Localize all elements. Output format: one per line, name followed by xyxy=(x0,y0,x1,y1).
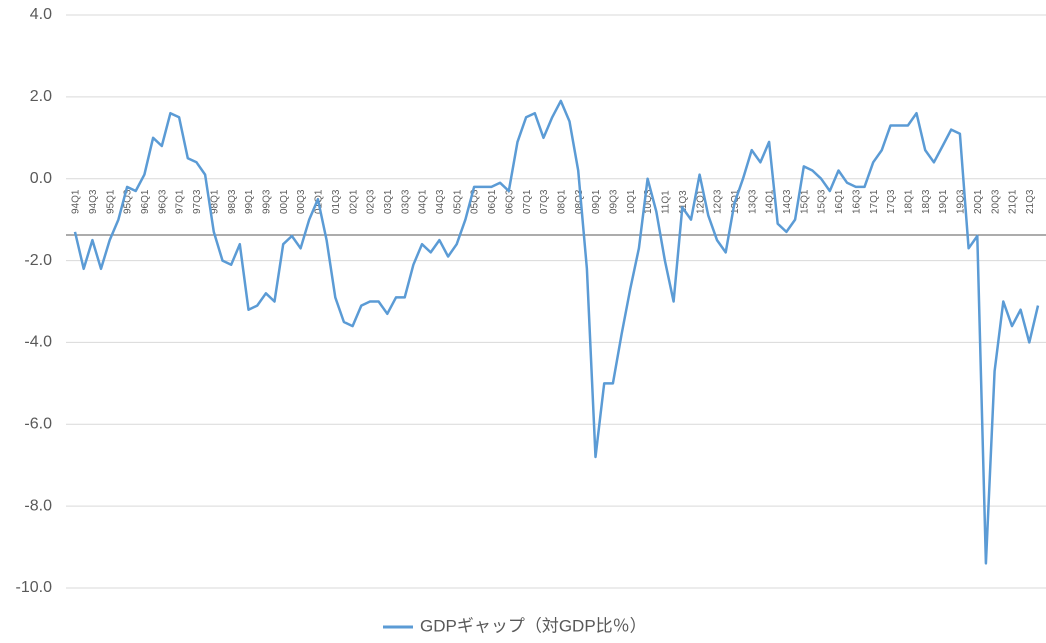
x-tick-label: 02Q3 xyxy=(366,189,377,214)
x-tick-label: 98Q1 xyxy=(209,189,220,214)
x-tick-label: 20Q3 xyxy=(990,189,1001,214)
x-tick-label: 09Q3 xyxy=(609,189,620,214)
x-tick-label: 94Q1 xyxy=(71,189,82,214)
y-tick-label: -6.0 xyxy=(24,416,52,433)
x-tick-label: 06Q3 xyxy=(504,189,515,214)
x-tick-label: 17Q1 xyxy=(869,189,880,214)
x-tick-label: 01Q3 xyxy=(331,189,342,214)
x-tick-label: 19Q1 xyxy=(938,189,949,214)
x-tick-label: 18Q3 xyxy=(921,189,932,214)
x-tick-label: 16Q3 xyxy=(851,189,862,214)
x-tick-label: 99Q1 xyxy=(244,189,255,214)
x-tick-label: 02Q1 xyxy=(348,189,359,214)
y-tick-label: 4.0 xyxy=(30,6,52,23)
x-tick-label: 97Q1 xyxy=(175,189,186,214)
x-tick-label: 20Q1 xyxy=(973,189,984,214)
y-tick-label: 2.0 xyxy=(30,88,52,105)
x-tick-label: 99Q3 xyxy=(262,189,273,214)
x-tick-label: 09Q1 xyxy=(591,189,602,214)
data-line xyxy=(73,99,1040,565)
x-tick-label: 03Q3 xyxy=(400,189,411,214)
x-tick-label: 04Q1 xyxy=(418,189,429,214)
x-tick-label: 95Q3 xyxy=(123,189,134,214)
x-tick-label: 11Q3 xyxy=(678,190,689,214)
x-tick-label: 13Q3 xyxy=(747,189,758,214)
y-tick-label: -10.0 xyxy=(16,579,53,596)
x-tick-label: 96Q3 xyxy=(157,189,168,214)
x-tick-label: 21Q3 xyxy=(1025,189,1036,214)
x-tick-label: 15Q3 xyxy=(817,189,828,214)
y-tick-label: -8.0 xyxy=(24,497,52,514)
x-tick-label: 07Q3 xyxy=(539,189,550,214)
x-tick-label: 07Q1 xyxy=(522,189,533,214)
x-tick-label: 16Q1 xyxy=(834,189,845,214)
x-tick-label: 96Q1 xyxy=(140,189,151,214)
x-tick-label: 95Q1 xyxy=(105,189,116,214)
x-tick-label: 00Q3 xyxy=(296,189,307,214)
x-tick-label: 12Q3 xyxy=(713,189,724,214)
x-tick-label: 94Q3 xyxy=(88,189,99,214)
x-tick-label: 03Q1 xyxy=(383,189,394,214)
x-tick-label: 19Q3 xyxy=(956,189,967,214)
x-tick-label: 11Q1 xyxy=(661,190,672,214)
y-tick-label: -4.0 xyxy=(24,334,52,351)
x-tick-label: 08Q3 xyxy=(574,189,585,214)
x-tick-label: 12Q1 xyxy=(695,189,706,214)
x-tick-label: 04Q3 xyxy=(435,189,446,214)
x-tick-label: 08Q1 xyxy=(556,189,567,214)
x-tick-label: 14Q3 xyxy=(782,189,793,214)
x-tick-label: 15Q1 xyxy=(799,189,810,214)
x-tick-label: 06Q1 xyxy=(487,189,498,214)
x-tick-label: 00Q1 xyxy=(279,189,290,214)
x-tick-label: 10Q3 xyxy=(643,189,654,214)
x-tick-label: 05Q3 xyxy=(470,189,481,214)
y-tick-label: -2.0 xyxy=(24,252,52,269)
x-tick-label: 10Q1 xyxy=(626,189,637,214)
x-tick-label: 98Q3 xyxy=(227,189,238,214)
x-tick-label: 97Q3 xyxy=(192,189,203,214)
x-tick-label: 17Q3 xyxy=(886,189,897,214)
legend-label: GDPギャップ（対GDP比％） xyxy=(420,616,647,635)
x-tick-label: 18Q1 xyxy=(904,189,915,214)
x-tick-label: 21Q1 xyxy=(1008,189,1019,214)
x-tick-label: 05Q1 xyxy=(452,189,463,214)
y-tick-label: 0.0 xyxy=(30,170,52,187)
x-tick-label: 14Q1 xyxy=(765,189,776,214)
